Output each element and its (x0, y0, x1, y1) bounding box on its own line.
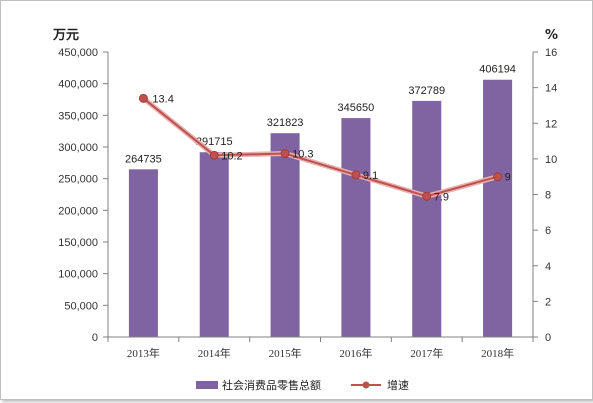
left-tick-label: 50,000 (64, 300, 98, 312)
legend-line-marker (362, 381, 370, 389)
left-axis-unit: 万元 (52, 28, 79, 43)
bar-value-label: 264735 (125, 153, 162, 165)
legend-bar-label: 社会消费品零售总额 (222, 378, 321, 392)
bar (199, 152, 229, 337)
right-axis-ticks: 0 2 4 6 8 10 12 14 16 (533, 47, 557, 344)
right-tick-label: 6 (545, 225, 551, 237)
right-axis-unit: % (545, 28, 558, 43)
right-tick-label: 0 (545, 332, 551, 344)
left-axis-ticks: 0 50,000 100,000 150,000 200,000 250,000 300,0… (58, 47, 108, 344)
right-tick-label: 4 (545, 261, 551, 273)
growth-value-label: 13.4 (152, 93, 173, 105)
growth-line (142, 97, 498, 198)
right-tick-label: 12 (545, 118, 557, 130)
bar (412, 100, 442, 337)
growth-point (422, 191, 432, 201)
left-tick-label: 250,000 (58, 174, 98, 186)
growth-value-label: 9.1 (363, 170, 378, 182)
bar-value-label: 345650 (338, 102, 375, 114)
left-tick-label: 200,000 (58, 205, 98, 217)
growth-value-label: 10.3 (292, 149, 313, 161)
right-tick-label: 16 (545, 47, 557, 59)
bar (483, 79, 513, 337)
left-tick-label: 100,000 (58, 269, 98, 281)
left-tick-label: 0 (92, 332, 98, 344)
left-tick-label: 450,000 (58, 47, 98, 59)
left-tick-label: 300,000 (58, 142, 98, 154)
right-tick-label: 14 (545, 83, 557, 95)
category-label: 2018年 (481, 346, 514, 360)
left-tick-label: 150,000 (58, 237, 98, 249)
bar (128, 169, 158, 337)
growth-point (209, 150, 219, 160)
legend: 社会消费品零售总额 增速 (196, 378, 409, 392)
category-labels: 2013年 2014年 2015年 2016年 2017年 2018年 (127, 346, 514, 360)
category-label: 2016年 (339, 346, 372, 360)
growth-point (280, 149, 290, 159)
left-tick-label: 400,000 (58, 79, 98, 91)
axes (107, 52, 534, 342)
line-series: 13.4 10.2 10.3 9.1 7.9 9 (138, 93, 511, 203)
growth-value-label: 7.9 (434, 191, 449, 203)
legend-line-label: 增速 (387, 378, 409, 392)
growth-point (493, 172, 503, 182)
bar-value-label: 406194 (479, 64, 516, 76)
legend-bar-swatch (196, 381, 218, 389)
growth-point (351, 170, 361, 180)
growth-point (138, 93, 148, 103)
category-label: 2015年 (269, 346, 302, 360)
growth-value-label: 9 (505, 172, 511, 184)
right-tick-label: 8 (545, 190, 551, 202)
left-tick-label: 350,000 (58, 110, 98, 122)
growth-value-label: 10.2 (221, 150, 242, 162)
right-tick-label: 2 (545, 296, 551, 308)
bar-value-label: 321823 (267, 117, 304, 129)
bar-value-label: 372789 (408, 85, 445, 97)
right-tick-label: 10 (545, 154, 557, 166)
bar (270, 133, 300, 337)
category-label: 2013年 (127, 346, 160, 360)
category-label: 2014年 (198, 346, 231, 360)
bar (341, 118, 371, 337)
category-label: 2017年 (410, 346, 443, 360)
